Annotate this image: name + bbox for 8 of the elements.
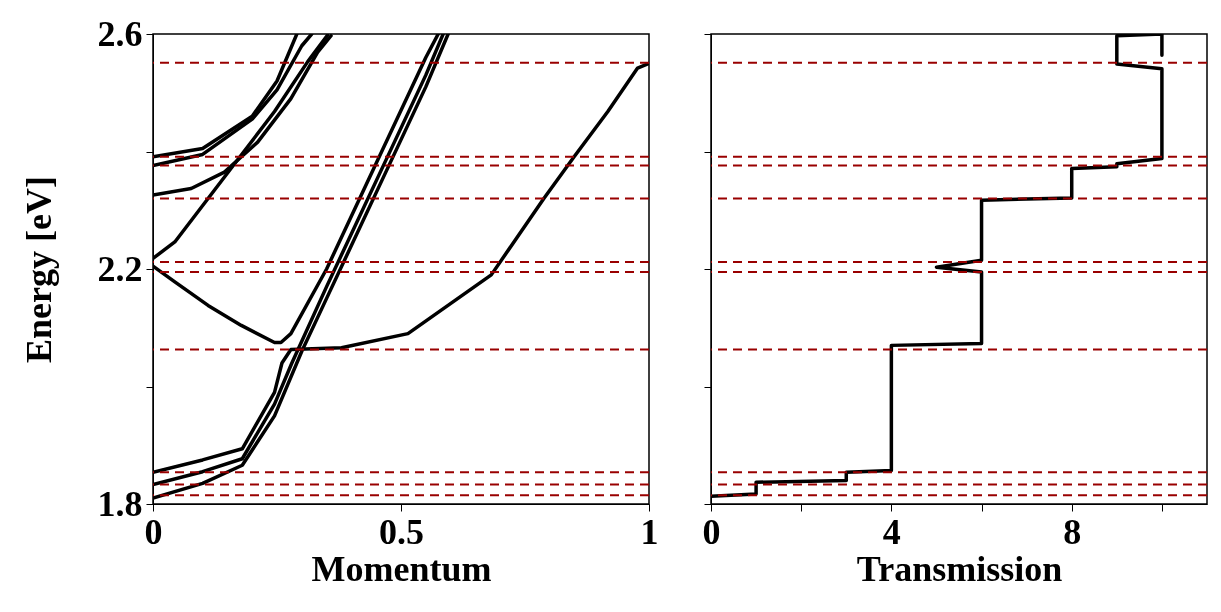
x-tick-label: 0 xyxy=(144,511,163,552)
y-tick-label: 2.2 xyxy=(97,248,143,289)
x-tick-label: 8 xyxy=(1063,511,1082,552)
x-tick-label: 0 xyxy=(702,511,721,552)
y-axis-title: Energy [eV] xyxy=(18,176,59,363)
x-tick-label: 1 xyxy=(640,511,659,552)
y-tick-label: 1.8 xyxy=(97,483,143,524)
y-tick-label: 2.6 xyxy=(97,13,143,54)
